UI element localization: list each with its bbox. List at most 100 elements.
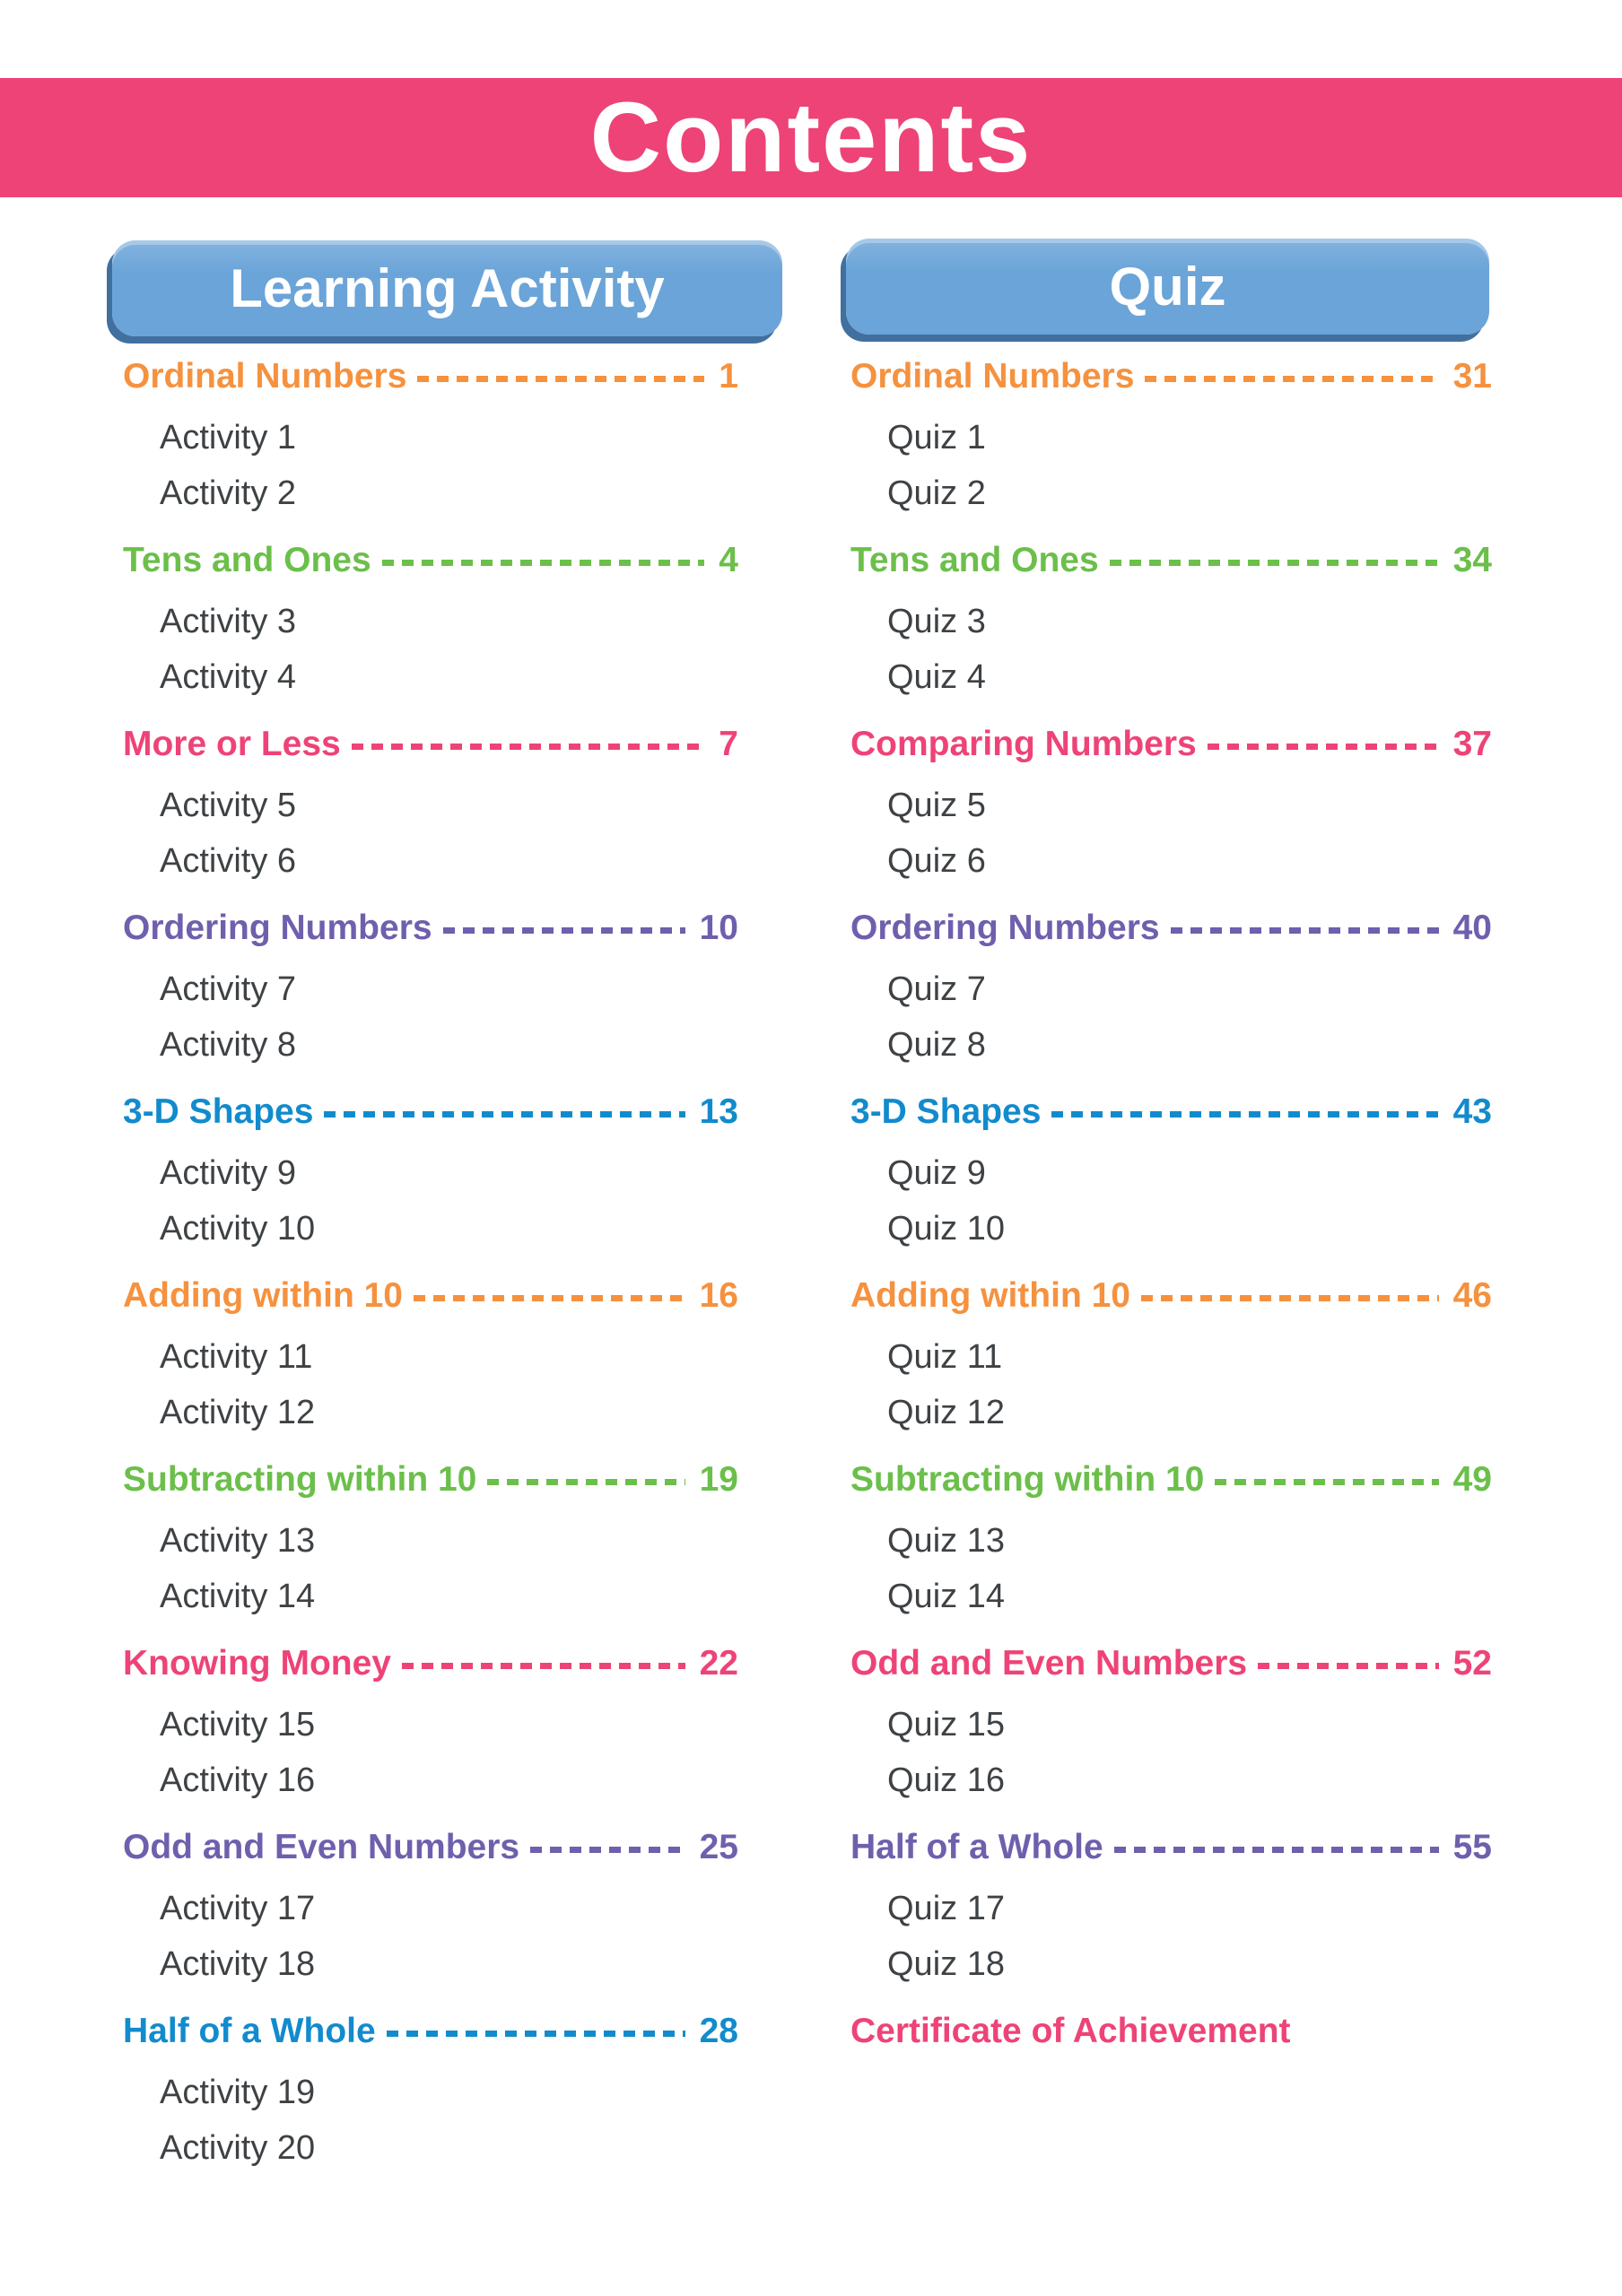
toc-section-heading: Half of a Whole 55 [850,1825,1492,1870]
toc-subitem: Quiz 17 [887,1890,1005,1927]
toc-subitem: Quiz 4 [887,658,986,696]
toc-subitem: Quiz 1 [887,419,986,457]
section-title: Half of a Whole [850,1828,1103,1866]
toc-subitem: Quiz 11 [887,1338,1003,1376]
toc-subitem: Activity 17 [160,1890,316,1927]
section-page-number: 46 [1452,1276,1492,1315]
toc-section-heading: Ordering Numbers 40 [850,906,1492,951]
dashed-leader [1051,1111,1439,1118]
dashed-leader [413,1295,685,1301]
toc-subitem: Quiz 2 [887,474,986,512]
toc-subitem: Activity 1 [160,419,297,457]
dashed-leader [417,376,705,382]
page-title: Contents [589,83,1033,193]
section-title: Tens and Ones [123,541,371,579]
section-title: 3-D Shapes [850,1092,1042,1131]
toc-section-heading: Ordinal Numbers 1 [123,354,738,399]
dashed-leader [1113,1847,1439,1853]
toc-subitem: Activity 2 [160,474,297,512]
toc-subitem: Activity 14 [160,1578,316,1615]
toc-section-heading: Comparing Numbers 37 [850,722,1492,767]
toc-subitem: Quiz 13 [887,1522,1005,1560]
toc-section: 3-D Shapes 43 Quiz 9 Quiz 10 [850,1090,1492,1257]
toc-section: Tens and Ones 4 Activity 3 Activity 4 [123,538,738,705]
toc-section-heading: Tens and Ones 34 [850,538,1492,583]
section-page-number: 49 [1452,1460,1492,1499]
toc-section-heading: Odd and Even Numbers 52 [850,1641,1492,1686]
dashed-leader [324,1111,685,1118]
toc-section-heading: Odd and Even Numbers 25 [123,1825,738,1870]
dashed-leader [1207,744,1439,750]
toc-subitem: Activity 20 [160,2129,316,2167]
toc-subitem: Activity 10 [160,1210,316,1248]
toc-section: Tens and Ones 34 Quiz 3 Quiz 4 [850,538,1492,705]
toc-section: Subtracting within 10 19 Activity 13 Activi… [123,1457,738,1624]
toc-subitem: Activity 3 [160,603,297,640]
dashed-leader [1145,376,1439,382]
toc-subitem: Quiz 3 [887,603,986,640]
toc-subitem: Activity 15 [160,1706,316,1744]
section-page-number: 10 [699,909,738,947]
toc-subitem: Activity 9 [160,1154,297,1192]
section-title: Ordinal Numbers [123,357,407,396]
toc-section: 3-D Shapes 13 Activity 9 Activity 10 [123,1090,738,1257]
toc-section-heading: 3-D Shapes 13 [123,1090,738,1135]
toc-section-heading: Adding within 10 46 [850,1274,1492,1318]
section-page-number: 55 [1452,1828,1492,1866]
section-title: Subtracting within 10 [850,1460,1205,1499]
section-page-number: 4 [719,541,738,579]
toc-subitem: Activity 12 [160,1394,316,1431]
toc-section: Adding within 10 46 Quiz 11 Quiz 12 [850,1274,1492,1440]
toc-section-heading: Adding within 10 16 [123,1274,738,1318]
toc-section: Subtracting within 10 49 Quiz 13 Quiz 14 [850,1457,1492,1624]
toc-subitem: Activity 4 [160,658,297,696]
toc-subitem: Quiz 5 [887,787,986,824]
toc-subitem: Quiz 9 [887,1154,986,1192]
toc-subitem: Activity 7 [160,970,297,1008]
toc-subitem: Quiz 7 [887,970,986,1008]
dashed-leader [386,2031,685,2037]
section-title: Odd and Even Numbers [123,1828,520,1866]
toc-section-heading: Subtracting within 10 49 [850,1457,1492,1502]
section-title: More or Less [123,725,341,763]
toc-section: Comparing Numbers 37 Quiz 5 Quiz 6 [850,722,1492,889]
toc-section: Knowing Money 22 Activity 15 Activity 16 [123,1641,738,1808]
toc-section-heading: More or Less 7 [123,722,738,767]
page-header-bar: Contents [0,78,1622,197]
toc-section: Certificate of Achievement [850,2009,1492,2054]
section-title: Odd and Even Numbers [850,1644,1248,1683]
toc-section: Adding within 10 16 Activity 11 Activity 12 [123,1274,738,1440]
learning-activity-header-button: Learning Activity [112,240,782,336]
toc-subitem: Quiz 16 [887,1761,1005,1799]
section-title: Subtracting within 10 [123,1460,477,1499]
dashed-leader [530,1847,685,1853]
toc-subitem: Activity 5 [160,787,297,824]
section-title: Comparing Numbers [850,725,1197,763]
toc-subitem: Quiz 14 [887,1578,1005,1615]
dashed-leader [1140,1295,1439,1301]
section-page-number: 40 [1452,909,1492,947]
toc-subitem: Activity 8 [160,1026,297,1064]
section-title: Adding within 10 [850,1276,1130,1315]
toc-section: Ordering Numbers 40 Quiz 7 Quiz 8 [850,906,1492,1073]
dashed-leader [1109,560,1439,566]
toc-section: Ordinal Numbers 31 Quiz 1 Quiz 2 [850,354,1492,521]
dashed-leader [1215,1479,1439,1485]
section-page-number: 28 [699,2012,738,2050]
toc-section-heading: Knowing Money 22 [123,1641,738,1686]
section-page-number: 13 [699,1092,738,1131]
section-title: Ordering Numbers [123,909,432,947]
toc-section-heading: Ordering Numbers 10 [123,906,738,951]
section-page-number: 34 [1452,541,1492,579]
dashed-leader [401,1663,685,1669]
dashed-leader [381,560,705,566]
section-page-number: 43 [1452,1092,1492,1131]
toc-section: Half of a Whole 28 Activity 19 Activity 20 [123,2009,738,2176]
toc-section: Odd and Even Numbers 52 Quiz 15 Quiz 16 [850,1641,1492,1808]
toc-subitem: Quiz 10 [887,1210,1005,1248]
section-page-number: 25 [699,1828,738,1866]
learning-activity-column: Ordinal Numbers 1 Activity 1 Activity 2 Tens… [123,354,738,2193]
section-page-number: 7 [719,725,738,763]
section-title: Ordering Numbers [850,909,1160,947]
section-title: Certificate of Achievement [850,2012,1291,2050]
